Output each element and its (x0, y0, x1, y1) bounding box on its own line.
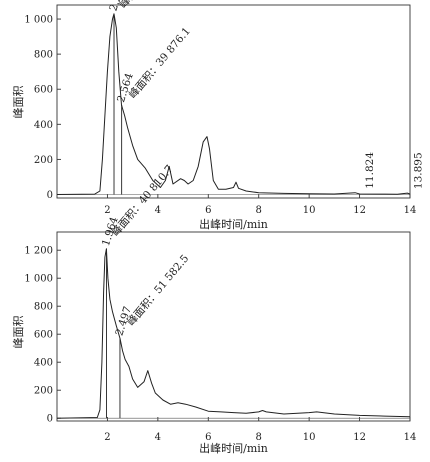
x-tick-label: 4 (155, 205, 161, 216)
y-tick-label: 1 200 (24, 246, 53, 257)
x-tick-label: 2 (104, 205, 110, 216)
x-tick-label: 10 (303, 205, 316, 216)
peak-annotation: 峰面积：51 582.5 (125, 253, 191, 329)
x-tick-label: 12 (353, 205, 366, 216)
y-tick-label: 400 (34, 120, 53, 131)
peak-annotation: 峰面积：39 876.1 (127, 25, 193, 101)
y-tick-label: 800 (34, 50, 53, 61)
y-tick-label: 600 (34, 330, 53, 341)
y-tick-label: 400 (34, 358, 53, 369)
x-tick-label: 6 (205, 205, 211, 216)
y-tick-label: 0 (47, 190, 53, 201)
x-axis-label: 出峰时间/min (199, 217, 268, 231)
x-tick-label: 8 (256, 432, 262, 443)
x-axis-label: 出峰时间/min (199, 441, 268, 455)
x-tick-label: 14 (404, 205, 417, 216)
peak-annotation: 13.895 (412, 152, 424, 189)
y-tick-label: 1 000 (24, 274, 53, 285)
series-line-1 (56, 13, 411, 195)
x-tick-label: 12 (353, 432, 366, 443)
y-tick-label: 600 (34, 85, 53, 96)
x-tick-label: 2 (104, 432, 110, 443)
x-tick-label: 8 (256, 205, 262, 216)
y-tick-label: 800 (34, 302, 53, 313)
plot-frame (56, 4, 411, 199)
series-line-1 (56, 248, 411, 419)
x-tick-label: 6 (205, 432, 211, 443)
peak-annotation: 11.824 (364, 152, 376, 189)
y-tick-label: 0 (47, 414, 53, 425)
peak-annotation: 峰面积：40 810.7 (110, 163, 176, 239)
x-tick-label: 14 (404, 432, 417, 443)
y-axis-label: 峰面积 (12, 316, 25, 349)
y-tick-label: 200 (34, 386, 53, 397)
y-tick-label: 200 (34, 155, 53, 166)
y-axis-label: 峰面积 (12, 86, 25, 119)
plot-frame (56, 231, 411, 422)
y-tick-label: 1 000 (24, 15, 53, 26)
x-tick-label: 10 (303, 432, 316, 443)
x-tick-label: 4 (155, 432, 161, 443)
